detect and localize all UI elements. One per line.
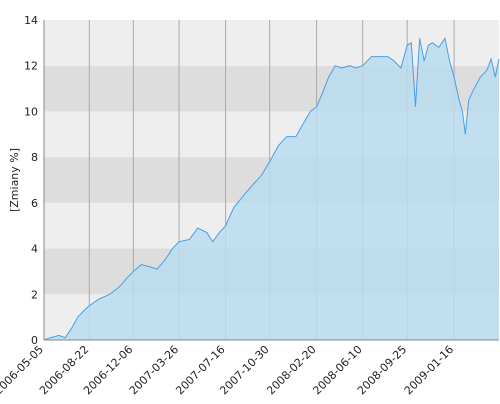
y-tick-label: 4 [31,243,38,256]
y-tick-label: 14 [24,14,38,27]
line [43,37,500,341]
y-tick-label: 2 [31,288,38,301]
y-tick-label: 8 [31,151,38,164]
area [44,38,499,340]
y-tick-label: 12 [24,60,38,73]
y-tick-label: 6 [31,197,38,210]
y-tick-label: 0 [31,334,38,347]
y-tick-label: 10 [24,105,38,118]
y-axis-label: [Zmiany %] [8,148,21,212]
x-tick-label: 2009-01-16 [402,343,456,397]
